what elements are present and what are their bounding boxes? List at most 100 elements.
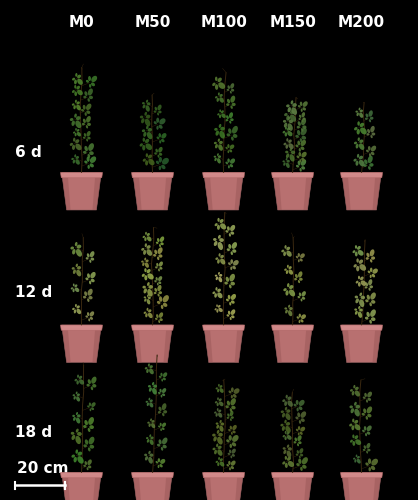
Ellipse shape — [72, 78, 75, 80]
Ellipse shape — [355, 386, 359, 390]
Ellipse shape — [73, 160, 75, 164]
Ellipse shape — [214, 158, 217, 161]
Ellipse shape — [227, 464, 229, 466]
Polygon shape — [163, 472, 172, 500]
Ellipse shape — [147, 299, 150, 304]
Ellipse shape — [301, 166, 305, 170]
Ellipse shape — [72, 415, 75, 417]
Ellipse shape — [157, 444, 160, 446]
Ellipse shape — [296, 408, 299, 412]
Ellipse shape — [91, 386, 93, 390]
Ellipse shape — [297, 126, 300, 128]
Ellipse shape — [216, 422, 219, 425]
Ellipse shape — [154, 110, 156, 112]
Ellipse shape — [355, 298, 359, 304]
Ellipse shape — [144, 268, 147, 272]
Polygon shape — [272, 172, 314, 178]
Ellipse shape — [297, 316, 299, 319]
Ellipse shape — [298, 432, 300, 436]
Ellipse shape — [283, 447, 286, 450]
Ellipse shape — [230, 398, 236, 406]
Ellipse shape — [74, 457, 77, 462]
Ellipse shape — [89, 402, 91, 406]
Polygon shape — [133, 472, 142, 500]
Ellipse shape — [217, 218, 220, 222]
Polygon shape — [273, 325, 282, 362]
Ellipse shape — [296, 429, 298, 431]
Ellipse shape — [372, 268, 378, 274]
Polygon shape — [303, 472, 312, 500]
Ellipse shape — [288, 461, 294, 467]
Ellipse shape — [359, 260, 363, 264]
Ellipse shape — [360, 128, 367, 134]
Ellipse shape — [219, 385, 222, 388]
Ellipse shape — [159, 140, 161, 143]
Ellipse shape — [283, 131, 285, 134]
Ellipse shape — [293, 441, 296, 444]
Ellipse shape — [232, 103, 236, 106]
Ellipse shape — [217, 292, 222, 298]
Ellipse shape — [364, 393, 367, 397]
Ellipse shape — [217, 98, 219, 102]
Ellipse shape — [86, 80, 89, 83]
Ellipse shape — [227, 414, 229, 417]
Ellipse shape — [282, 462, 285, 464]
Polygon shape — [92, 325, 101, 362]
Ellipse shape — [283, 120, 286, 122]
Ellipse shape — [227, 248, 230, 251]
Ellipse shape — [288, 310, 292, 316]
Ellipse shape — [297, 412, 300, 418]
Ellipse shape — [302, 120, 303, 122]
Ellipse shape — [230, 83, 234, 88]
Ellipse shape — [144, 298, 147, 302]
Ellipse shape — [287, 444, 289, 448]
Ellipse shape — [215, 274, 217, 276]
Ellipse shape — [231, 416, 234, 419]
Ellipse shape — [287, 160, 290, 162]
Ellipse shape — [298, 426, 300, 430]
Ellipse shape — [150, 400, 153, 402]
Ellipse shape — [229, 468, 231, 470]
Ellipse shape — [290, 114, 296, 122]
Ellipse shape — [217, 224, 220, 230]
Ellipse shape — [142, 262, 145, 266]
Ellipse shape — [221, 422, 224, 426]
Ellipse shape — [155, 277, 158, 280]
Ellipse shape — [298, 152, 301, 156]
Ellipse shape — [147, 233, 150, 236]
Ellipse shape — [231, 460, 236, 466]
Ellipse shape — [88, 448, 91, 452]
Ellipse shape — [360, 110, 363, 112]
Ellipse shape — [161, 164, 166, 169]
Ellipse shape — [219, 110, 221, 112]
Ellipse shape — [358, 312, 362, 318]
Ellipse shape — [370, 292, 376, 300]
Ellipse shape — [163, 295, 169, 302]
Ellipse shape — [229, 150, 232, 152]
Ellipse shape — [216, 424, 219, 428]
Ellipse shape — [144, 275, 148, 280]
Ellipse shape — [355, 252, 358, 256]
Ellipse shape — [298, 296, 300, 298]
Ellipse shape — [356, 454, 357, 457]
Ellipse shape — [367, 406, 372, 414]
Ellipse shape — [300, 467, 303, 471]
Ellipse shape — [75, 73, 77, 77]
Ellipse shape — [146, 250, 152, 256]
Ellipse shape — [73, 132, 75, 134]
Polygon shape — [62, 172, 101, 210]
Ellipse shape — [228, 453, 230, 455]
Ellipse shape — [142, 102, 145, 104]
Ellipse shape — [302, 465, 306, 468]
Ellipse shape — [227, 99, 230, 103]
Polygon shape — [204, 325, 243, 362]
Ellipse shape — [83, 118, 86, 123]
Ellipse shape — [148, 364, 150, 366]
Ellipse shape — [147, 294, 149, 297]
Ellipse shape — [90, 317, 93, 320]
Ellipse shape — [143, 286, 146, 288]
Ellipse shape — [292, 103, 297, 107]
Ellipse shape — [141, 248, 144, 250]
Ellipse shape — [146, 153, 148, 158]
Ellipse shape — [148, 154, 152, 158]
